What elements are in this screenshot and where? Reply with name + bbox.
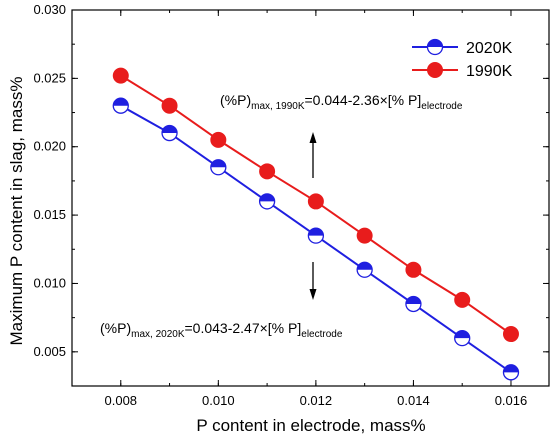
data-point-1990K: [454, 291, 471, 308]
marker-fill: [162, 125, 178, 134]
marker-fill: [308, 228, 324, 236]
marker-ring: [426, 38, 444, 56]
data-point-2020K: [405, 295, 422, 313]
marker-ring: [356, 261, 373, 278]
data-point-1990K: [161, 97, 178, 114]
data-point-1990K: [502, 326, 519, 343]
data-point-2020K: [258, 193, 276, 210]
marker-ring: [502, 364, 520, 381]
marker-fill: [427, 39, 443, 47]
marker-fill: [113, 98, 129, 106]
legend-label-2020K: 2020K: [466, 40, 513, 57]
annotation-1990k: (%P)max, 1990K=0.044-2.36×[% P]electrode: [220, 92, 463, 112]
data-point-1990K: [307, 193, 324, 210]
data-point-1990K: [405, 261, 422, 278]
data-point-2020K: [112, 97, 129, 114]
arrow-down-head: [309, 289, 317, 300]
marker-ring: [454, 329, 471, 347]
x-tick-label: 0.008: [105, 393, 138, 408]
data-point-2020K: [502, 364, 520, 381]
plot-area: 0.008 0.010 0.012 0.014 0.016 0.005 0.010 0.015…: [33, 2, 550, 408]
marker-fill: [405, 296, 421, 304]
x-tick-label: 0.012: [300, 393, 333, 408]
y-tick-label: 0.025: [33, 70, 66, 85]
annotation-2020k: (%P)max, 2020K=0.043-2.47×[% P]electrode: [100, 320, 343, 340]
data-point-2020K: [307, 227, 325, 244]
marker-fill: [357, 262, 373, 270]
data-point-2020K: [161, 124, 178, 142]
data-point-1990K: [259, 163, 276, 180]
data-point-1990K: [112, 67, 129, 84]
data-point-1990K: [210, 131, 227, 148]
y-axis-title: Maximum P content in slag, mass%: [7, 77, 26, 346]
x-axis-title: P content in electrode, mass%: [196, 416, 425, 435]
marker-fill: [454, 330, 470, 339]
marker-ring: [405, 295, 422, 313]
x-tick-label: 0.014: [397, 393, 430, 408]
y-tick-label: 0.015: [33, 207, 66, 222]
marker-ring: [307, 227, 325, 244]
marker-fill: [503, 364, 519, 373]
y-tick-label: 0.030: [33, 2, 66, 17]
legend-marker-2020K: [426, 38, 444, 56]
x-tick-label: 0.016: [495, 393, 528, 408]
data-point-2020K: [454, 329, 471, 347]
marker-fill: [259, 193, 275, 202]
data-point-1990K: [356, 227, 373, 244]
arrow-up-head: [309, 132, 317, 143]
marker-ring: [112, 97, 129, 114]
y-tick-label: 0.020: [33, 139, 66, 154]
marker-ring: [161, 124, 178, 142]
marker-fill: [210, 159, 226, 168]
marker-ring: [210, 159, 227, 176]
legend-label-1990K: 1990K: [466, 63, 513, 80]
legend-marker-1990K: [427, 62, 443, 78]
x-tick-label: 0.010: [202, 393, 235, 408]
marker-ring: [258, 193, 276, 210]
data-point-2020K: [210, 159, 227, 176]
plot-frame: [71, 9, 550, 387]
data-point-2020K: [356, 261, 373, 278]
y-tick-label: 0.010: [33, 275, 66, 290]
y-tick-label: 0.005: [33, 344, 66, 359]
